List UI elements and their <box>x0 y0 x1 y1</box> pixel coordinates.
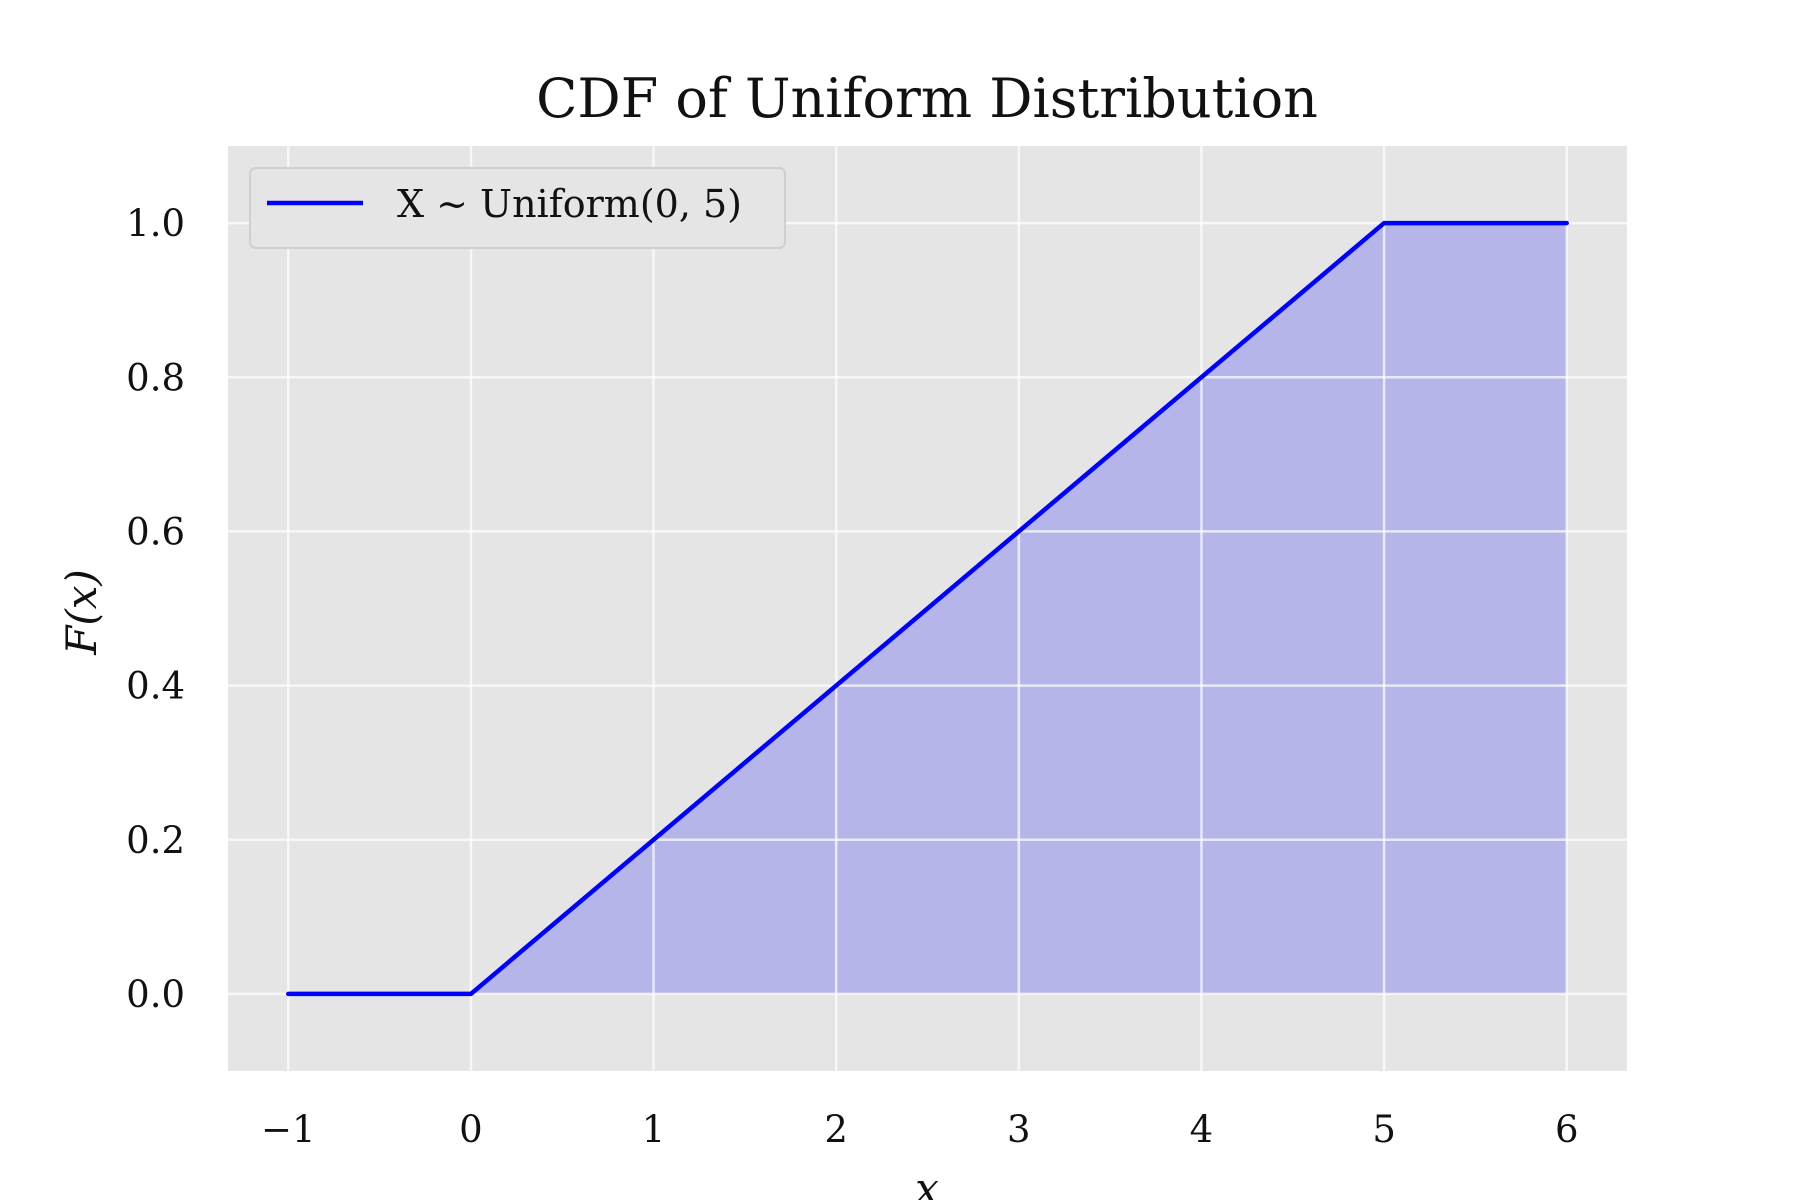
x-tick-label: 2 <box>824 1108 848 1151</box>
x-tick-label: 5 <box>1372 1108 1396 1151</box>
y-tick-label: 1.0 <box>126 202 185 245</box>
chart-title: CDF of Uniform Distribution <box>536 67 1318 130</box>
y-tick-label: 0.0 <box>126 973 185 1016</box>
x-tick-label: 6 <box>1555 1108 1579 1151</box>
x-tick-label: 0 <box>459 1108 483 1151</box>
x-tick-label: 4 <box>1190 1108 1214 1151</box>
x-tick-labels: −1 0 1 2 3 4 5 6 <box>261 1108 1579 1151</box>
y-tick-labels: 0.0 0.2 0.4 0.6 0.8 1.0 <box>126 202 185 1016</box>
cdf-series-line <box>286 220 1569 997</box>
x-tick-label: 1 <box>642 1108 666 1151</box>
y-tick-label: 0.2 <box>126 819 185 862</box>
x-axis-label: x <box>915 1164 939 1200</box>
x-tick-label: 3 <box>1007 1108 1031 1151</box>
y-tick-label: 0.4 <box>126 665 185 708</box>
y-tick-label: 0.8 <box>126 356 185 399</box>
x-tick-label: −1 <box>261 1108 316 1151</box>
series-layer <box>286 220 1569 997</box>
legend-entry-label: X ∼ Uniform(0, 5) <box>397 182 742 226</box>
legend-box <box>249 167 786 249</box>
y-axis-label: F(x) <box>57 569 106 656</box>
y-tick-label: 0.6 <box>126 510 185 553</box>
legend: X ∼ Uniform(0, 5) <box>249 167 786 249</box>
